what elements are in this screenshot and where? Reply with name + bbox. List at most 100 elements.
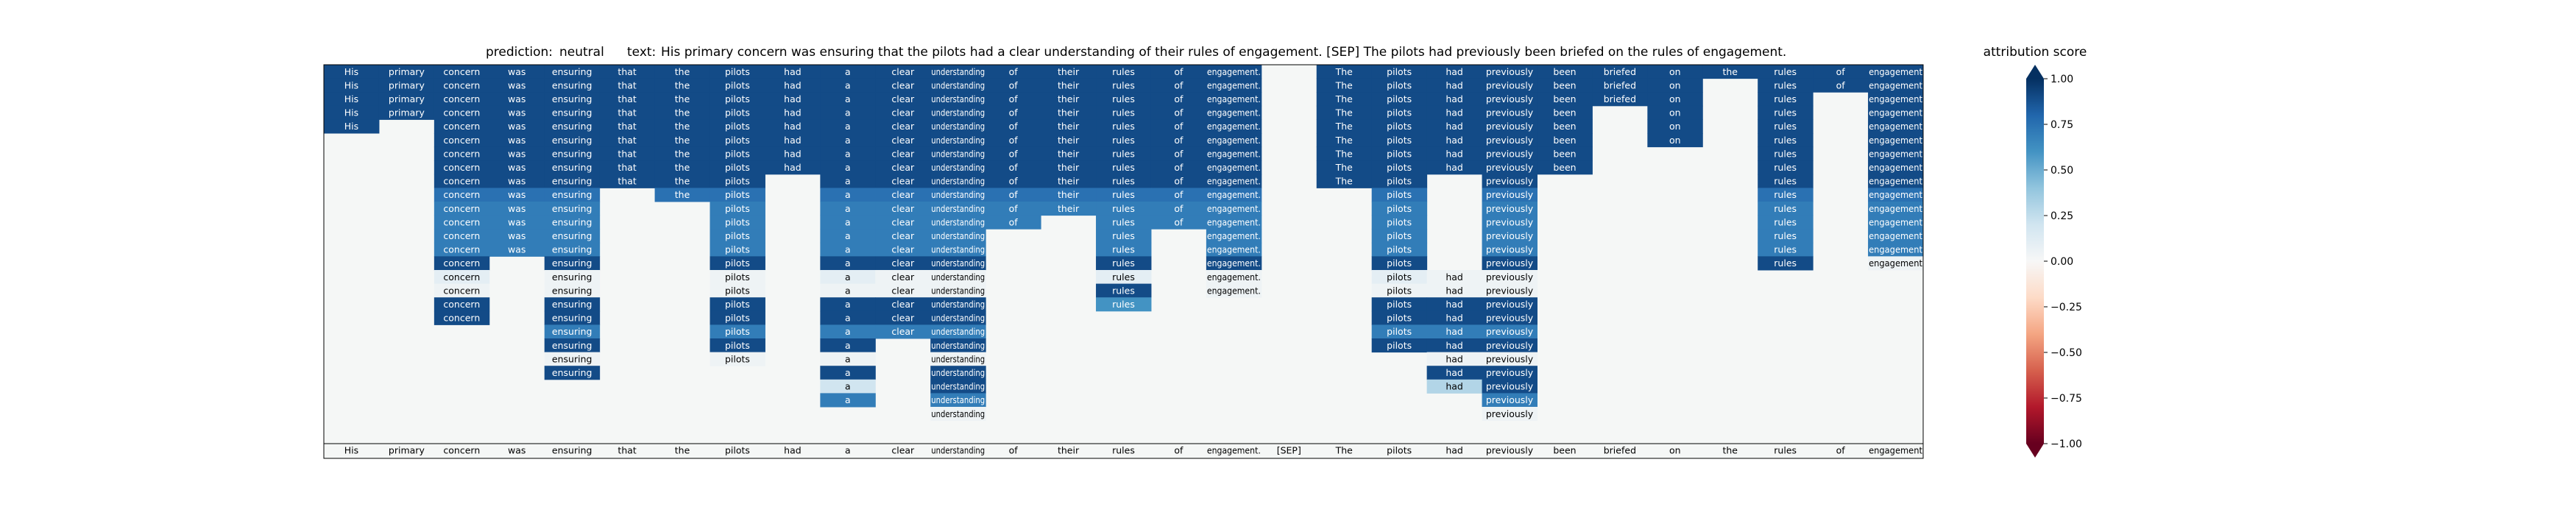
heatmap-cell [820,379,876,394]
cell-token-label: their [1058,79,1080,90]
cell-token-label: pilots [1387,135,1412,146]
cell-token-label: The [1335,93,1354,104]
cell-token-label: previously [1486,66,1534,77]
heatmap-cell [1758,202,1814,216]
cell-token-label: clear [891,285,915,296]
cell-token-label: previously [1486,135,1534,146]
heatmap-cell [1150,215,1207,230]
heatmap-cell [1206,119,1262,134]
heatmap-cell [654,174,711,188]
colorbar-tick-label: 1.00 [2050,74,2073,85]
cell-token-label: the [675,79,690,90]
cell-token-label: understanding [931,216,985,227]
cell-token-label: pilots [725,326,750,337]
heatmap-cell [1482,393,1538,408]
colorbar-tick-label: 0.25 [2050,210,2073,222]
heatmap-cell [930,338,986,353]
cell-token-label: a [845,176,851,187]
cell-token-label: of [1174,66,1183,77]
cell-token-label: a [845,66,851,77]
heatmap-cell [378,78,435,93]
cell-token-label: concern [443,176,480,187]
bottom-token-label: had [784,445,802,456]
heatmap-cell [654,78,711,93]
heatmap-cell [1041,160,1097,175]
cell-token-label: on [1669,93,1681,104]
cell-token-label: understanding [931,148,985,159]
heatmap-cell [1371,297,1428,312]
cell-token-label: understanding [931,381,985,392]
heatmap-cell [930,407,986,422]
cell-token-label: pilots [1387,189,1412,200]
cell-token-label: engagement. [1207,162,1261,173]
cell-token-label: ensuring [552,258,592,269]
cell-token-label: the [675,162,690,173]
cell-token-label: on [1669,66,1681,77]
colorbar-tick-label: −1.00 [2050,438,2082,450]
cell-token-label: rules [1774,121,1797,132]
heatmap-cell [710,105,765,120]
cell-token-label: had [1446,162,1463,173]
heatmap-cell [1096,105,1152,120]
cell-token-label: engagement [1869,189,1922,200]
bottom-token-label: clear [891,445,915,456]
cell-token-label: pilots [1387,162,1412,173]
cell-token-label: engagement. [1207,79,1261,90]
heatmap-cell [489,160,545,175]
cell-token-label: had [1446,299,1463,310]
cell-token-label: that [618,162,636,173]
cell-token-label: their [1058,107,1080,118]
heatmap-cell [324,65,380,79]
cell-token-label: previously [1486,230,1534,241]
cell-token-label: of [1009,93,1019,104]
cell-token-label: pilots [725,189,750,200]
cell-token-label: had [1446,93,1463,104]
cell-token-label: understanding [931,107,985,118]
cell-token-label: that [618,107,636,118]
heatmap-cell [710,146,765,161]
heatmap-cell [1206,160,1262,175]
heatmap-cell [820,297,876,312]
cell-token-label: clear [891,176,915,187]
heatmap-cell [930,119,986,134]
cell-token-label: rules [1774,93,1797,104]
cell-token-label: a [845,230,851,241]
heatmap-cell [1150,202,1207,216]
heatmap-cell [1371,338,1428,353]
heatmap-cell [1206,92,1262,107]
heatmap-cell [1647,78,1703,93]
heatmap-cell [1482,160,1538,175]
cell-token-label: had [1446,340,1463,351]
heatmap-cell [1868,133,1924,148]
cell-token-label: rules [1112,148,1135,159]
text-label: text: [627,45,656,60]
bottom-token-label: previously [1486,445,1534,456]
heatmap-cell [1426,105,1483,120]
heatmap-cell [434,92,490,107]
cell-token-label: a [845,271,851,283]
cell-token-label: that [618,176,636,187]
heatmap-cell [1592,78,1648,93]
cell-token-label: rules [1112,203,1135,214]
heatmap-cell [820,119,876,134]
heatmap-cell [489,146,545,161]
heatmap-cell [544,188,601,202]
heatmap-cell [1096,160,1152,175]
colorbar-tick-label: 0.50 [2050,165,2073,177]
cell-token-label: of [1174,203,1183,214]
heatmap-cell [1758,146,1814,161]
cell-token-label: had [1446,148,1463,159]
cell-token-label: been [1553,66,1576,77]
heatmap-cell [765,133,821,148]
heatmap-cell [489,174,545,188]
colorbar-extend-bottom [2026,444,2044,458]
cell-token-label: clear [891,66,915,77]
cell-token-label: engagement. [1207,121,1261,132]
cell-token-label: rules [1774,203,1797,214]
cell-token-label: engagement [1869,203,1922,214]
cell-token-label: pilots [725,244,750,255]
cell-token-label: previously [1486,189,1534,200]
heatmap-cell [599,92,656,107]
heatmap-cell [599,133,656,148]
cell-token-label: had [784,162,802,173]
